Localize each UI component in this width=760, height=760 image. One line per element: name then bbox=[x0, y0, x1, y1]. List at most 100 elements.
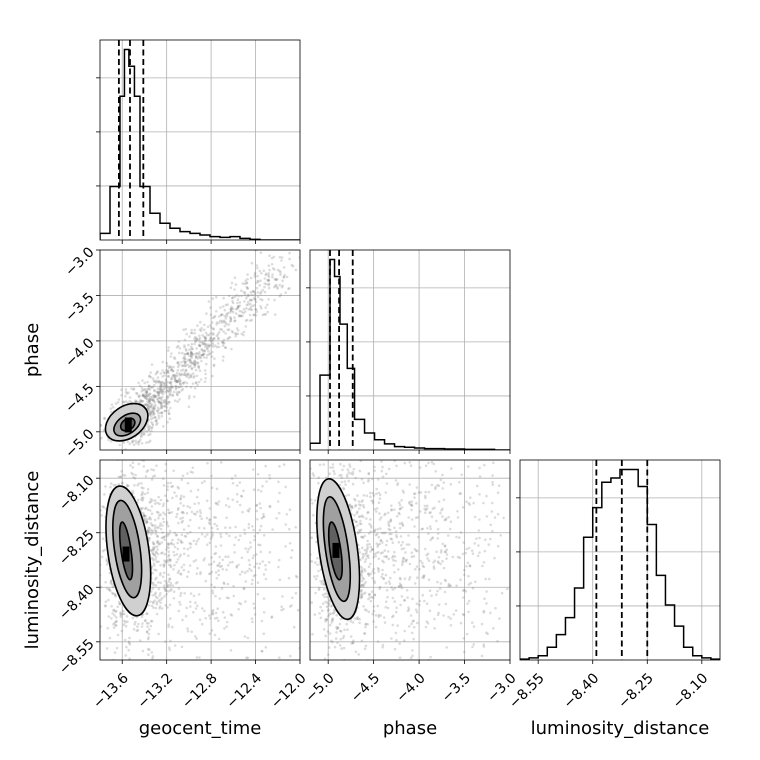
sample-point bbox=[140, 400, 143, 403]
sample-point bbox=[148, 399, 151, 403]
sample-point bbox=[128, 396, 132, 399]
histogram-luminosity_distance bbox=[520, 468, 720, 660]
sample-point bbox=[201, 342, 204, 345]
sample-point bbox=[140, 435, 143, 439]
sample-point bbox=[193, 337, 196, 341]
sample-point bbox=[104, 581, 107, 584]
sample-point bbox=[368, 542, 371, 546]
sample-point bbox=[180, 372, 183, 376]
sample-point bbox=[183, 357, 186, 361]
sample-point bbox=[169, 355, 173, 358]
sample-point bbox=[256, 531, 260, 535]
sample-point bbox=[213, 515, 216, 519]
panel-frame-phase-luminosity_distance bbox=[309, 459, 511, 661]
sample-point bbox=[149, 439, 152, 443]
sample-point bbox=[150, 590, 153, 593]
sample-point bbox=[398, 507, 402, 511]
sample-point bbox=[190, 373, 193, 377]
sample-point bbox=[199, 571, 202, 574]
sample-point bbox=[157, 542, 161, 546]
sample-point bbox=[161, 392, 165, 396]
sample-point bbox=[361, 556, 365, 560]
sample-point bbox=[190, 630, 193, 633]
sample-point bbox=[151, 422, 154, 426]
sample-point bbox=[436, 613, 440, 617]
sample-point bbox=[147, 387, 150, 391]
sample-point bbox=[150, 512, 154, 515]
sample-point bbox=[252, 290, 256, 294]
sample-point bbox=[327, 604, 331, 607]
sample-point bbox=[393, 571, 396, 574]
sample-point bbox=[252, 313, 255, 317]
sample-point bbox=[249, 302, 252, 306]
sample-point bbox=[149, 412, 152, 415]
sample-point bbox=[168, 532, 171, 536]
tick-label-x-phase-0: −5.0 bbox=[302, 670, 337, 705]
sample-point bbox=[174, 374, 177, 377]
sample-point bbox=[148, 388, 152, 391]
sample-point bbox=[193, 342, 196, 346]
sample-point bbox=[203, 380, 207, 384]
sample-point bbox=[391, 541, 395, 544]
sample-point bbox=[129, 464, 132, 467]
sample-point bbox=[280, 256, 284, 259]
sample-point bbox=[173, 399, 177, 403]
sample-point bbox=[485, 590, 488, 593]
sample-point bbox=[251, 304, 254, 308]
sample-point bbox=[157, 495, 160, 499]
sample-point bbox=[222, 581, 226, 584]
sample-point bbox=[355, 512, 359, 515]
sample-point bbox=[447, 582, 451, 586]
sample-point bbox=[205, 356, 208, 360]
sample-point bbox=[385, 543, 388, 547]
sample-point bbox=[378, 585, 382, 589]
sample-point bbox=[410, 551, 414, 554]
sample-point bbox=[197, 366, 201, 370]
sample-point bbox=[216, 527, 219, 531]
sample-point bbox=[92, 465, 95, 468]
sample-point bbox=[144, 403, 148, 407]
sample-point bbox=[365, 609, 368, 612]
sample-point bbox=[423, 494, 427, 498]
sample-point bbox=[160, 383, 164, 387]
sample-point bbox=[149, 619, 153, 623]
sample-point bbox=[313, 499, 317, 502]
sample-point bbox=[218, 597, 222, 600]
sample-point bbox=[159, 522, 162, 525]
sample-point bbox=[102, 455, 105, 458]
sample-point bbox=[190, 356, 193, 360]
sample-point bbox=[349, 635, 353, 638]
sample-point bbox=[153, 380, 157, 384]
sample-point bbox=[384, 452, 387, 455]
sample-point bbox=[127, 648, 130, 652]
sample-point bbox=[357, 653, 361, 656]
sample-point bbox=[165, 499, 169, 502]
sample-point bbox=[346, 402, 349, 405]
sample-point bbox=[330, 664, 333, 667]
sample-point bbox=[148, 398, 151, 402]
sample-point bbox=[317, 476, 321, 480]
sample-point bbox=[321, 667, 324, 670]
sample-point bbox=[194, 340, 197, 343]
sample-point bbox=[109, 581, 113, 585]
sample-point bbox=[155, 371, 159, 374]
sample-point bbox=[94, 418, 97, 421]
sample-point bbox=[418, 466, 422, 469]
sample-point bbox=[161, 531, 164, 534]
sample-point bbox=[423, 504, 427, 508]
sample-point bbox=[169, 387, 173, 390]
sample-point bbox=[180, 385, 183, 389]
sample-point bbox=[443, 590, 447, 594]
sample-point bbox=[407, 671, 410, 674]
sample-point bbox=[270, 615, 274, 618]
sample-point bbox=[116, 401, 120, 404]
sample-point bbox=[149, 403, 152, 406]
sample-point bbox=[449, 520, 453, 524]
sample-point bbox=[122, 441, 126, 444]
sample-point bbox=[243, 635, 247, 638]
sample-point bbox=[167, 550, 171, 553]
sample-point bbox=[142, 393, 145, 397]
sample-point bbox=[447, 456, 450, 459]
sample-point bbox=[238, 601, 241, 605]
sample-point bbox=[444, 550, 448, 554]
